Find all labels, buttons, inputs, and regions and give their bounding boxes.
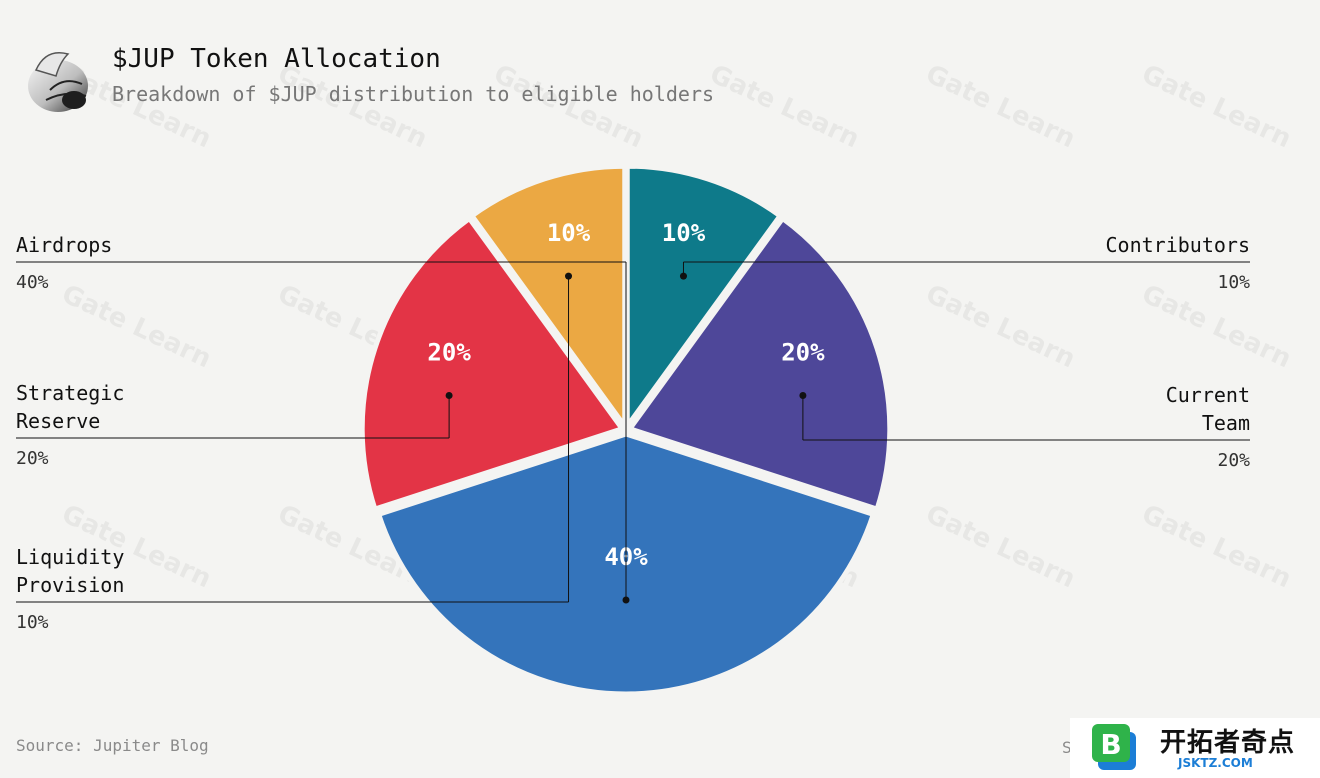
legend-label: Current	[1166, 383, 1250, 407]
legend-label: Contributors	[1106, 233, 1251, 257]
legend-value: 10%	[16, 612, 49, 633]
legend-value: 20%	[16, 448, 49, 469]
pie-slice-strategic-reserve	[359, 215, 625, 512]
brand-logo-letter: B	[1100, 728, 1121, 761]
legend-label: Reserve	[16, 409, 100, 433]
chart-subtitle: Breakdown of $JUP distribution to eligib…	[112, 82, 715, 106]
legend-label: Team	[1202, 411, 1250, 435]
pie-percent-label: 20%	[781, 339, 825, 367]
brand-watermark-banner: B 开拓者奇点 JSKTZ.COM	[1070, 718, 1320, 778]
brand-url: JSKTZ.COM	[1178, 756, 1253, 770]
pie-slice-contributors	[624, 163, 783, 429]
pie-slice-current-team	[627, 215, 893, 512]
pie-percent-label: 10%	[662, 219, 706, 247]
legend-value: 40%	[16, 272, 49, 293]
legend-labels: Contributors 10% Current Team 20% Airdrops 40%…	[16, 233, 1250, 633]
brand-logo-icon: B	[1092, 724, 1136, 770]
chart-title: $JUP Token Allocation	[112, 44, 441, 74]
legend-label: Airdrops	[16, 233, 112, 257]
legend-label: Strategic	[16, 381, 124, 405]
brand-name: 开拓者奇点	[1160, 728, 1296, 758]
legend-value: 10%	[1217, 272, 1250, 293]
source-note: Source: Jupiter Blog	[16, 736, 209, 755]
legend-label: Provision	[16, 573, 124, 597]
legend-leader-lines	[16, 261, 1250, 604]
pie-slice-liquidity-provision	[469, 163, 628, 429]
legend-value: 20%	[1217, 450, 1250, 471]
pie-percent-label: 20%	[427, 339, 471, 367]
source-note-edge: S	[1062, 738, 1072, 757]
shell-logo-icon	[28, 52, 88, 112]
legend-label: Liquidity	[16, 545, 124, 569]
pie-percent-label: 10%	[547, 219, 591, 247]
